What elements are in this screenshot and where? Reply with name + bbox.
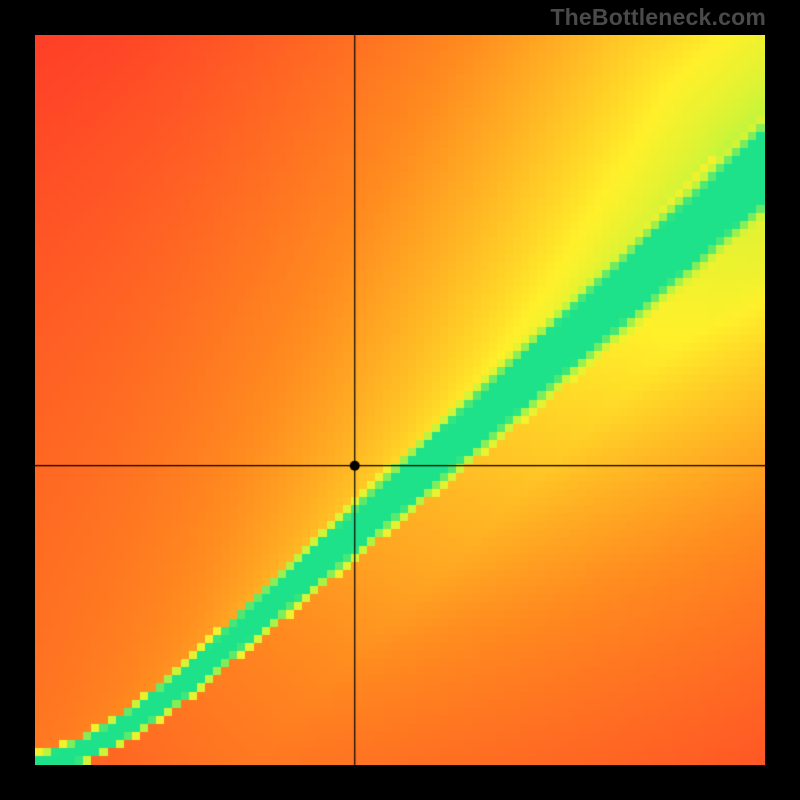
watermark-text: TheBottleneck.com	[550, 4, 766, 31]
outer-frame: TheBottleneck.com	[0, 0, 800, 800]
heatmap-canvas	[35, 35, 765, 765]
plot-area	[35, 35, 765, 765]
